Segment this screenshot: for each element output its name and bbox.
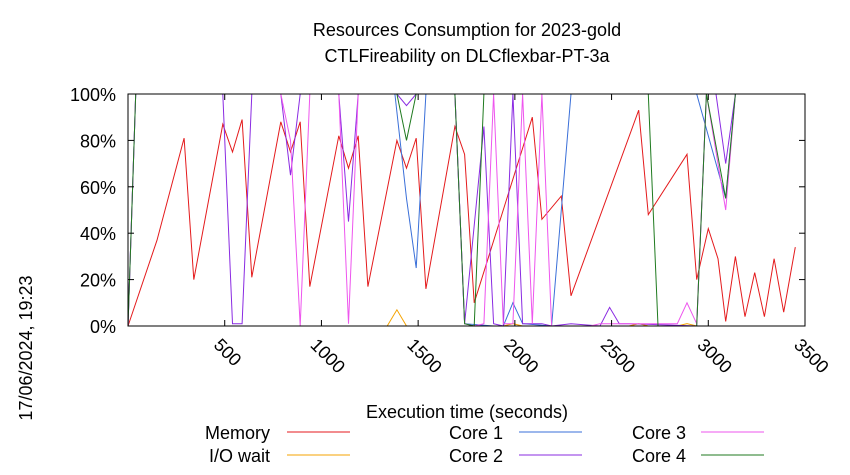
plot-lines [127,93,796,327]
legend-label: I/O wait [209,446,270,466]
y-tick-label: 80% [80,131,116,151]
y-tick-label: 20% [80,271,116,291]
x-tick-label: 3500 [790,335,832,377]
legend-label: Memory [205,423,270,443]
chart-title: Resources Consumption for 2023-gold [313,20,621,40]
legend-label: Core 1 [449,423,503,443]
y-tick-label: 60% [80,178,116,198]
legend-label: Core 4 [632,446,686,466]
legend-label: Core 2 [449,446,503,466]
legend: Memory I/O wait Core 1 Core 2 Core 3 Core 4 [205,423,764,466]
plot-frame [127,93,806,327]
x-axis-label: Execution time (seconds) [366,402,568,422]
y-axis: 0% 20% 40% 60% 80% 100% [70,85,805,337]
series-line-core-4 [127,93,796,327]
series-line-i-o-wait [128,308,796,327]
x-tick-label: 2500 [597,335,639,377]
x-tick-label: 1500 [403,335,445,377]
series-line-core-2 [127,93,796,327]
timestamp: 17/06/2024, 19:23 [16,275,36,420]
y-tick-label: 40% [80,224,116,244]
y-tick-label: 0% [90,317,116,337]
y-tick-label: 100% [70,85,116,105]
x-tick-label: 3000 [693,335,735,377]
x-tick-label: 1000 [307,335,349,377]
series-line-memory [127,110,796,327]
chart-subtitle: CTLFireability on DLCflexbar-PT-3a [324,46,610,66]
legend-label: Core 3 [632,423,686,443]
x-tick-label: 500 [210,335,245,370]
x-tick-label: 2000 [500,335,542,377]
